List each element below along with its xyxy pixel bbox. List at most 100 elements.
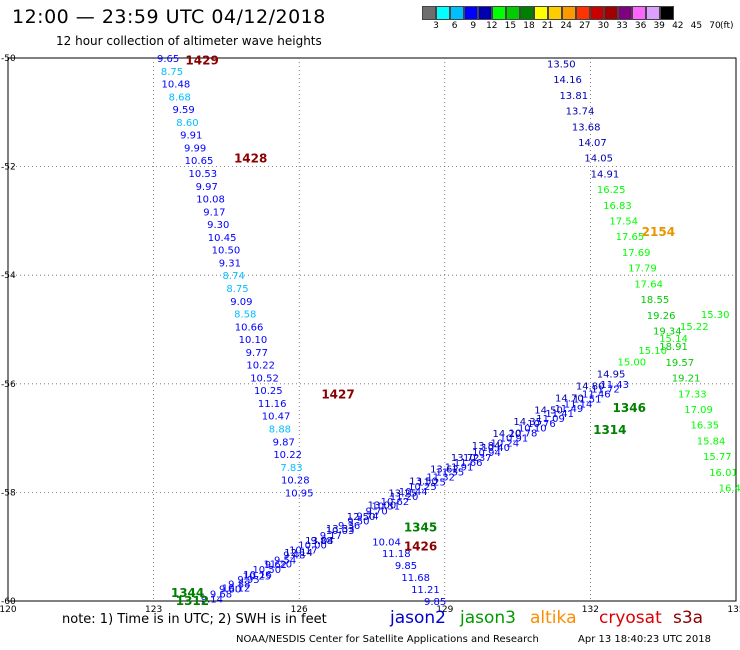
legend-altika: altika xyxy=(530,608,577,628)
wave-height-value: 17.33 xyxy=(678,389,707,400)
colorbar-swatch xyxy=(618,6,632,20)
wave-height-value: 10.16 xyxy=(243,570,272,581)
colorbar-swatch xyxy=(590,6,604,20)
wave-height-value: 9.54 xyxy=(274,555,296,566)
wave-height-value: 8.68 xyxy=(169,92,191,103)
wave-height-value: 10.25 xyxy=(243,572,272,583)
colorbar-swatch xyxy=(450,6,464,20)
pass-number-label: 2154 xyxy=(642,225,675,239)
latitude-tick-label: -52 xyxy=(1,163,16,173)
colorbar-tick: 39 xyxy=(653,21,665,31)
colorbar-unit: (ft) xyxy=(720,21,734,31)
wave-height-value: 8.75 xyxy=(161,67,183,78)
wave-height-value: 15.10 xyxy=(638,346,667,357)
longitude-tick-label: 123 xyxy=(145,605,162,615)
map-subtitle: 12 hour collection of altimeter wave hei… xyxy=(56,34,322,48)
colorbar-tick: 15 xyxy=(504,21,517,31)
wave-height-value: 13.74 xyxy=(566,107,595,118)
wave-height-value: 9.09 xyxy=(230,297,252,308)
wave-height-value: 11.20 xyxy=(390,492,419,503)
colorbar-swatch xyxy=(534,6,548,20)
longitude-tick-label: 129 xyxy=(436,605,453,615)
pass-number-label: 1427 xyxy=(321,388,354,402)
wave-height-value: 10.66 xyxy=(235,322,264,333)
wave-height-value: 15.77 xyxy=(703,452,732,463)
latitude-tick-label: -60 xyxy=(1,597,16,607)
latitude-tick-label: -56 xyxy=(1,380,16,390)
pass-number-label: 1314 xyxy=(593,423,626,437)
colorbar-tick: 18 xyxy=(523,21,535,31)
pass-number-label: 1429 xyxy=(185,54,218,68)
wave-height-value: 10.76 xyxy=(527,419,556,430)
wave-height-value: 10.03 xyxy=(326,526,355,537)
wave-height-value: 10.94 xyxy=(472,448,501,459)
wave-height-value: 9.14 xyxy=(201,594,223,605)
legend-s3a: s3a xyxy=(673,608,704,628)
colorbar-tick: 6 xyxy=(451,21,458,31)
wave-height-value: 11.91 xyxy=(445,463,474,474)
wave-height-value: 10.91 xyxy=(500,433,529,444)
wave-height-value: 11.20 xyxy=(263,560,292,571)
wave-height-value: 10.10 xyxy=(239,335,268,346)
wave-height-value: 10.17 xyxy=(289,546,318,557)
wave-height-value: 9.85 xyxy=(424,597,446,608)
wave-height-value: 13.84 xyxy=(472,441,501,452)
wave-height-value: 11.66 xyxy=(454,458,483,469)
wave-height-value: 13.72 xyxy=(451,453,480,464)
wave-height-value: 17.09 xyxy=(684,405,713,416)
wave-height-value: 9.74 xyxy=(356,511,378,522)
wave-height-value: 14.16 xyxy=(553,75,582,86)
colorbar-tick: 3 xyxy=(433,21,439,31)
wave-height-value: 10.47 xyxy=(262,412,291,423)
wave-height-value: 11.18 xyxy=(382,549,411,560)
wave-height-value: 11.41 xyxy=(545,409,574,420)
colorbar-swatch xyxy=(478,6,492,20)
wave-height-value: 14.07 xyxy=(578,138,607,149)
map-frame xyxy=(7,57,737,602)
wave-height-value: 16.4 xyxy=(719,484,740,495)
map-title: 12:00 — 23:59 UTC 04/12/2018 xyxy=(12,6,326,28)
pass-number-label: 1312 xyxy=(176,594,209,608)
wave-height-value: 13.04 xyxy=(305,536,334,547)
pass-number-label: 1344 xyxy=(171,586,204,600)
latitude-tick-label: -50 xyxy=(1,54,16,64)
wave-height-value: 15.22 xyxy=(680,322,709,333)
wave-height-value: 16.35 xyxy=(690,421,719,432)
colorbar-tick: 45 xyxy=(690,21,703,31)
pass-number-label: 1426 xyxy=(404,540,437,554)
wave-height-value: 13.68 xyxy=(572,122,601,133)
colorbar-swatch xyxy=(632,6,646,20)
wave-height-value: 10.10 xyxy=(518,424,547,435)
wave-height-value: 13.33 xyxy=(326,524,355,535)
wave-height-value: 8.58 xyxy=(234,310,256,321)
wave-height-value: 9.50 xyxy=(347,516,369,527)
wave-height-value: 19.57 xyxy=(666,358,695,369)
wave-height-value: 16.01 xyxy=(709,468,738,479)
latitude-tick-label: -54 xyxy=(1,271,16,281)
colorbar-tick-labels: 3 6 9 12 15 18 21 24 27 30 33 36 39 42 45 70 (ft) xyxy=(422,21,740,33)
colorbar-swatch xyxy=(520,6,534,20)
wave-height-value: 9.68 xyxy=(210,589,232,600)
wave-height-value: 12.14 xyxy=(284,548,313,559)
wave-height-value: 10.22 xyxy=(273,450,302,461)
wave-height-value: 15.84 xyxy=(697,436,726,447)
wave-height-value: 12.50 xyxy=(347,512,376,523)
wave-height-value: 9.60 xyxy=(219,585,241,596)
colorbar-swatch xyxy=(492,6,506,20)
colorbar-swatch xyxy=(562,6,576,20)
colorbar-swatch xyxy=(464,6,478,20)
colorbar-swatch xyxy=(548,6,562,20)
wave-height-value: 8.60 xyxy=(176,118,198,129)
wave-height-value: 10.40 xyxy=(481,443,510,454)
wave-height-value: 9.48 xyxy=(283,550,305,561)
wave-height-value: 11.49 xyxy=(555,404,584,415)
wave-height-value: 11.09 xyxy=(536,414,565,425)
wave-height-value: 17.69 xyxy=(622,248,651,259)
wave-height-value: 9.87 xyxy=(273,437,295,448)
wave-height-value: 9.95 xyxy=(237,575,259,586)
wave-height-value: 17.64 xyxy=(634,279,663,290)
wave-height-value: 17.65 xyxy=(616,232,645,243)
longitude-tick-label: 132 xyxy=(582,605,599,615)
longitude-tick-label: 135 xyxy=(727,605,740,615)
colorbar-tick: 36 xyxy=(634,21,647,31)
